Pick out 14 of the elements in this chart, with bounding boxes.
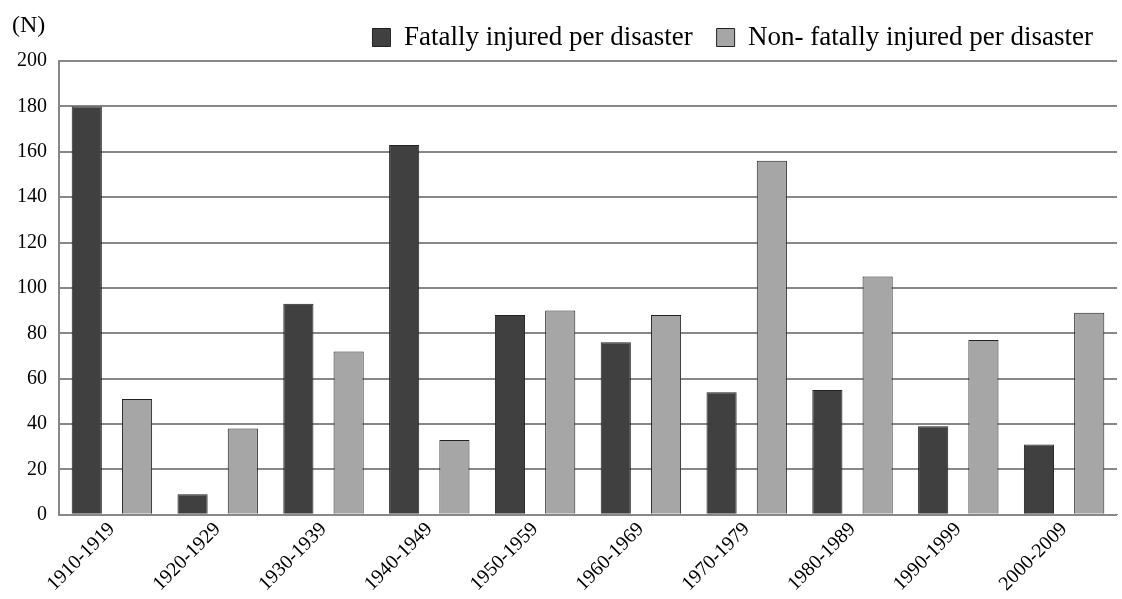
y-tick-label: 160 [17,139,47,161]
y-tick-label: 180 [17,93,47,116]
y-tick-label: 60 [27,365,47,388]
y-axis-title: (N) [12,11,46,38]
y-tick-label: 0 [37,502,47,524]
y-tick-label: 80 [27,320,47,343]
y-tick-label: 100 [17,275,47,298]
y-tick-label: 40 [27,411,47,434]
y-tick-label: 200 [17,48,47,71]
legend-label: Fatally injured per disaster [403,20,693,51]
y-tick-label: 120 [17,229,47,252]
y-tick-label: 20 [27,456,47,479]
legend-label: Non- fatally injured per disaster [748,20,1094,51]
y-tick-label: 140 [17,184,47,207]
